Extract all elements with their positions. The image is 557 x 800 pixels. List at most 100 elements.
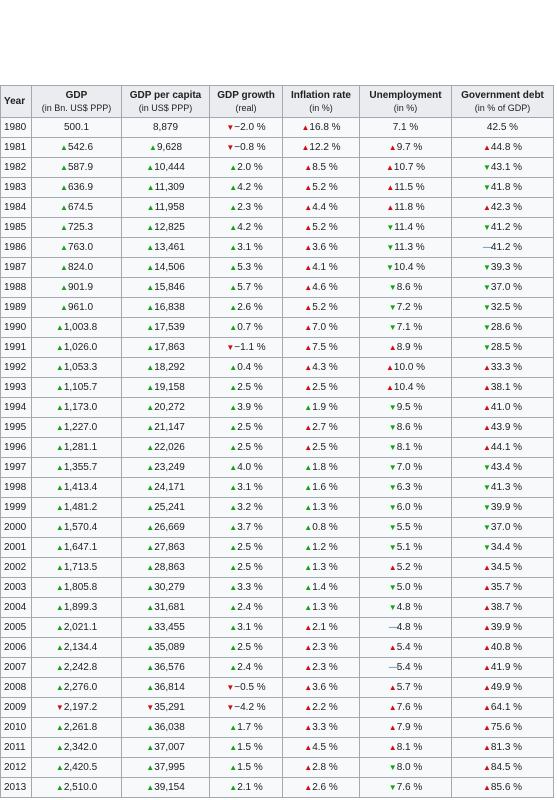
inflation-rate-cell: ▲16.8 % (282, 117, 360, 138)
cell-value: 75.6 % (490, 722, 523, 733)
column-header-year[interactable]: Year (0, 85, 32, 118)
cell-value: 12.2 % (309, 142, 341, 153)
inflation-rate-cell: ▲1.2 % (282, 537, 360, 558)
increase-arrow-icon: ▲ (304, 523, 313, 532)
increase-arrow-icon: ▲ (229, 403, 238, 412)
cell-value: 1,713.5 (63, 562, 98, 573)
cell-value: 8.1 % (396, 742, 423, 753)
increase-arrow-icon: ▲ (146, 683, 155, 692)
year-cell: 1995 (0, 417, 32, 438)
cell-value: 2010 (4, 722, 27, 733)
gdp-cell: ▲1,105.7 (31, 377, 122, 398)
column-header-unemployment[interactable]: Unemployment (in %) (359, 85, 452, 118)
government-debt-cell: ▲43.9 % (451, 417, 554, 438)
gdp-cell: ▲763.0 (31, 237, 122, 258)
table-row: 1994 ▲1,173.0 ▲20,272 ▲3.9 % ▲1.9 % ▼9.5 % ▲41… (0, 397, 554, 418)
increase-arrow-icon: ▲ (304, 363, 313, 372)
inflation-rate-cell: ▲5.2 % (282, 177, 360, 198)
cell-value: 1993 (4, 382, 27, 393)
cell-value: 34.4 % (490, 542, 523, 553)
inflation-rate-cell: ▲8.5 % (282, 157, 360, 178)
cell-value: 4.2 % (237, 182, 263, 193)
decrease-arrow-icon: ▼ (388, 443, 397, 452)
increase-arrow-icon: ▲ (229, 783, 238, 792)
cell-value: 2.1 % (237, 782, 263, 793)
increase-arrow-icon: ▲ (55, 783, 64, 792)
year-cell: 2003 (0, 577, 32, 598)
increase-arrow-icon: ▲ (55, 383, 64, 392)
gdp-growth-cell: ▲1.5 % (209, 757, 283, 778)
cell-value: 7.0 % (396, 462, 423, 473)
increase-arrow-icon: ▲ (55, 643, 64, 652)
column-header-inflation-rate[interactable]: Inflation rate (in %) (282, 85, 360, 118)
column-header-government-debt[interactable]: Government debt (in % of GDP) (451, 85, 554, 118)
decrease-arrow-icon: ▼ (226, 683, 235, 692)
gdp-per-capita-cell: ▲20,272 (121, 397, 210, 418)
cell-value: 16.8 % (309, 122, 341, 133)
gdp-growth-cell: ▲2.0 % (209, 157, 283, 178)
cell-value: 2,134.4 (63, 642, 98, 653)
cell-value: 3.9 % (237, 402, 263, 413)
increase-arrow-icon: ▲ (60, 263, 68, 272)
decrease-arrow-icon: ▼ (388, 403, 397, 412)
unemployment-cell: ▼6.0 % (359, 497, 452, 518)
inflation-rate-cell: ▲12.2 % (282, 137, 360, 158)
cell-value: 37.0 % (490, 282, 523, 293)
inflation-rate-cell: ▲5.2 % (282, 297, 360, 318)
cell-value: 9.7 % (396, 142, 423, 153)
decrease-arrow-icon: ▼ (388, 503, 397, 512)
increase-arrow-icon: ▲ (55, 323, 64, 332)
table-row: 1999 ▲1,481.2 ▲25,241 ▲3.2 % ▲1.3 % ▼6.0 % ▼39… (0, 497, 554, 518)
cell-value: 5.0 % (396, 582, 423, 593)
column-header-gdp-growth[interactable]: GDP growth (real) (209, 85, 283, 118)
increase-arrow-icon: ▲ (55, 543, 64, 552)
cell-value: 23,249 (154, 462, 185, 473)
cell-value: 1988 (4, 282, 27, 293)
gdp-cell: ▲2,420.5 (31, 757, 122, 778)
cell-value: 2.5 % (237, 542, 263, 553)
increase-arrow-icon: ▲ (146, 623, 155, 632)
cell-value: 901.9 (67, 282, 94, 293)
increase-arrow-icon: ▲ (304, 543, 313, 552)
cell-value: 5.2 % (396, 562, 423, 573)
increase-arrow-icon: ▲ (146, 323, 155, 332)
government-debt-cell: ▲85.6 % (451, 777, 554, 798)
increase-arrow-icon: ▲ (55, 483, 64, 492)
gdp-per-capita-cell: ▲33,455 (121, 617, 210, 638)
table-row: 1997 ▲1,355.7 ▲23,249 ▲4.0 % ▲1.8 % ▼7.0 % ▼43… (0, 457, 554, 478)
gdp-growth-cell: ▲3.3 % (209, 577, 283, 598)
increase-arrow-icon: ▲ (229, 583, 238, 592)
year-cell: 2013 (0, 777, 32, 798)
unemployment-cell: ▼4.8 % (359, 597, 452, 618)
cell-value: 41.3 % (490, 482, 523, 493)
increase-arrow-icon: ▲ (304, 423, 313, 432)
inflation-rate-cell: ▲1.4 % (282, 577, 360, 598)
increase-arrow-icon: ▲ (146, 383, 155, 392)
decrease-arrow-icon: ▼ (482, 483, 491, 492)
unemployment-cell: ▼7.0 % (359, 457, 452, 478)
cell-value: 10,444 (154, 162, 185, 173)
increase-arrow-icon: ▲ (385, 383, 394, 392)
inflation-rate-cell: ▲4.6 % (282, 277, 360, 298)
cell-value: 35,291 (154, 702, 185, 713)
decrease-arrow-icon: ▼ (482, 223, 491, 232)
increase-arrow-icon: ▲ (386, 183, 395, 192)
increase-arrow-icon: ▲ (229, 323, 238, 332)
increase-arrow-icon: ▲ (146, 523, 155, 532)
cell-value: 3.3 % (237, 582, 263, 593)
cell-value: 1.8 % (312, 462, 338, 473)
increase-arrow-icon: ▲ (149, 143, 157, 152)
year-cell: 2010 (0, 717, 32, 738)
inflation-rate-cell: ▲2.3 % (282, 657, 360, 678)
gdp-per-capita-cell: ▲21,147 (121, 417, 210, 438)
column-header-gdp-per-capita[interactable]: GDP per capita (in US$ PPP) (121, 85, 210, 118)
decrease-arrow-icon: ▼ (388, 283, 397, 292)
increase-arrow-icon: ▲ (146, 243, 155, 252)
gdp-cell: ▲1,003.8 (31, 317, 122, 338)
inflation-rate-cell: ▲0.8 % (282, 517, 360, 538)
cell-value: 4.2 % (237, 222, 263, 233)
table-row: 1993 ▲1,105.7 ▲19,158 ▲2.5 % ▲2.5 % ▲10.4 % ▲3… (0, 377, 554, 398)
column-header-gdp[interactable]: GDP (in Bn. US$ PPP) (31, 85, 122, 118)
cell-value: 31,681 (154, 602, 185, 613)
increase-arrow-icon: ▲ (60, 203, 68, 212)
